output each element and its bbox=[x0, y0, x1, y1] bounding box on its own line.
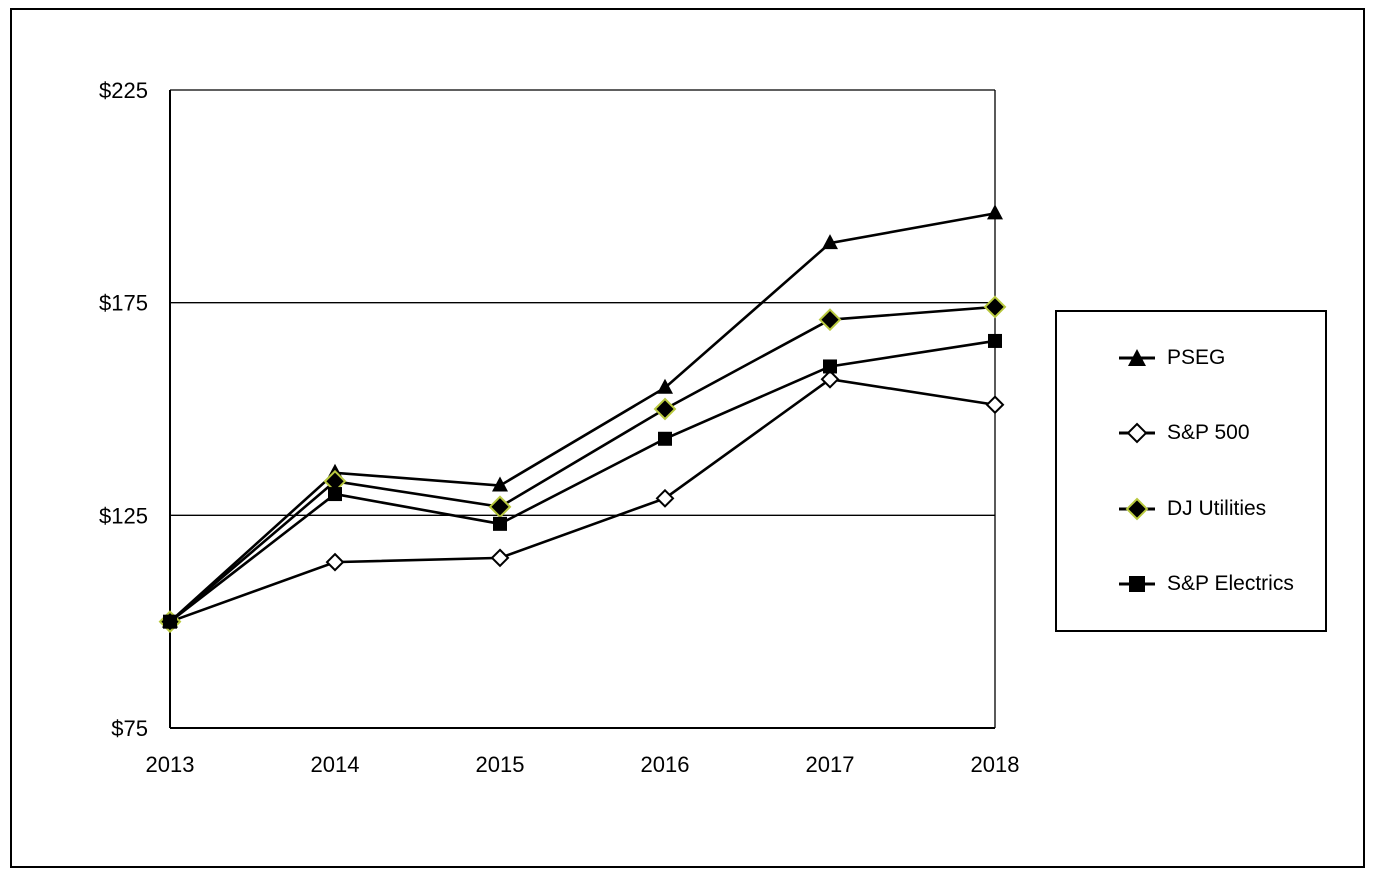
svg-text:2014: 2014 bbox=[311, 752, 360, 777]
legend-item-sp500: S&P 500 bbox=[1117, 420, 1325, 446]
svg-text:$225: $225 bbox=[99, 78, 148, 103]
legend-label-pseg: PSEG bbox=[1167, 345, 1226, 369]
svg-text:2015: 2015 bbox=[476, 752, 525, 777]
chart-legend: PSEG S&P 500 DJ Utilities S&P Electrics bbox=[1055, 310, 1327, 632]
legend-label-dj-utilities: DJ Utilities bbox=[1167, 496, 1267, 520]
diamond-marker-icon bbox=[1119, 497, 1155, 521]
svg-text:$125: $125 bbox=[99, 503, 148, 528]
svg-text:2017: 2017 bbox=[806, 752, 855, 777]
square-marker-icon bbox=[1119, 576, 1155, 593]
svg-text:$175: $175 bbox=[99, 291, 148, 316]
svg-text:$75: $75 bbox=[111, 716, 148, 741]
legend-label-sp500: S&P 500 bbox=[1167, 421, 1250, 445]
legend-item-dj-utilities: DJ Utilities bbox=[1117, 496, 1325, 522]
open-diamond-marker-icon bbox=[1119, 422, 1155, 444]
svg-text:2016: 2016 bbox=[641, 752, 690, 777]
svg-text:2018: 2018 bbox=[971, 752, 1020, 777]
svg-text:2013: 2013 bbox=[146, 752, 195, 777]
legend-item-pseg: PSEG bbox=[1117, 345, 1325, 371]
legend-item-sp-electrics: S&P Electrics bbox=[1117, 571, 1325, 597]
triangle-marker-icon bbox=[1119, 348, 1155, 366]
legend-label-sp-electrics: S&P Electrics bbox=[1167, 572, 1294, 596]
